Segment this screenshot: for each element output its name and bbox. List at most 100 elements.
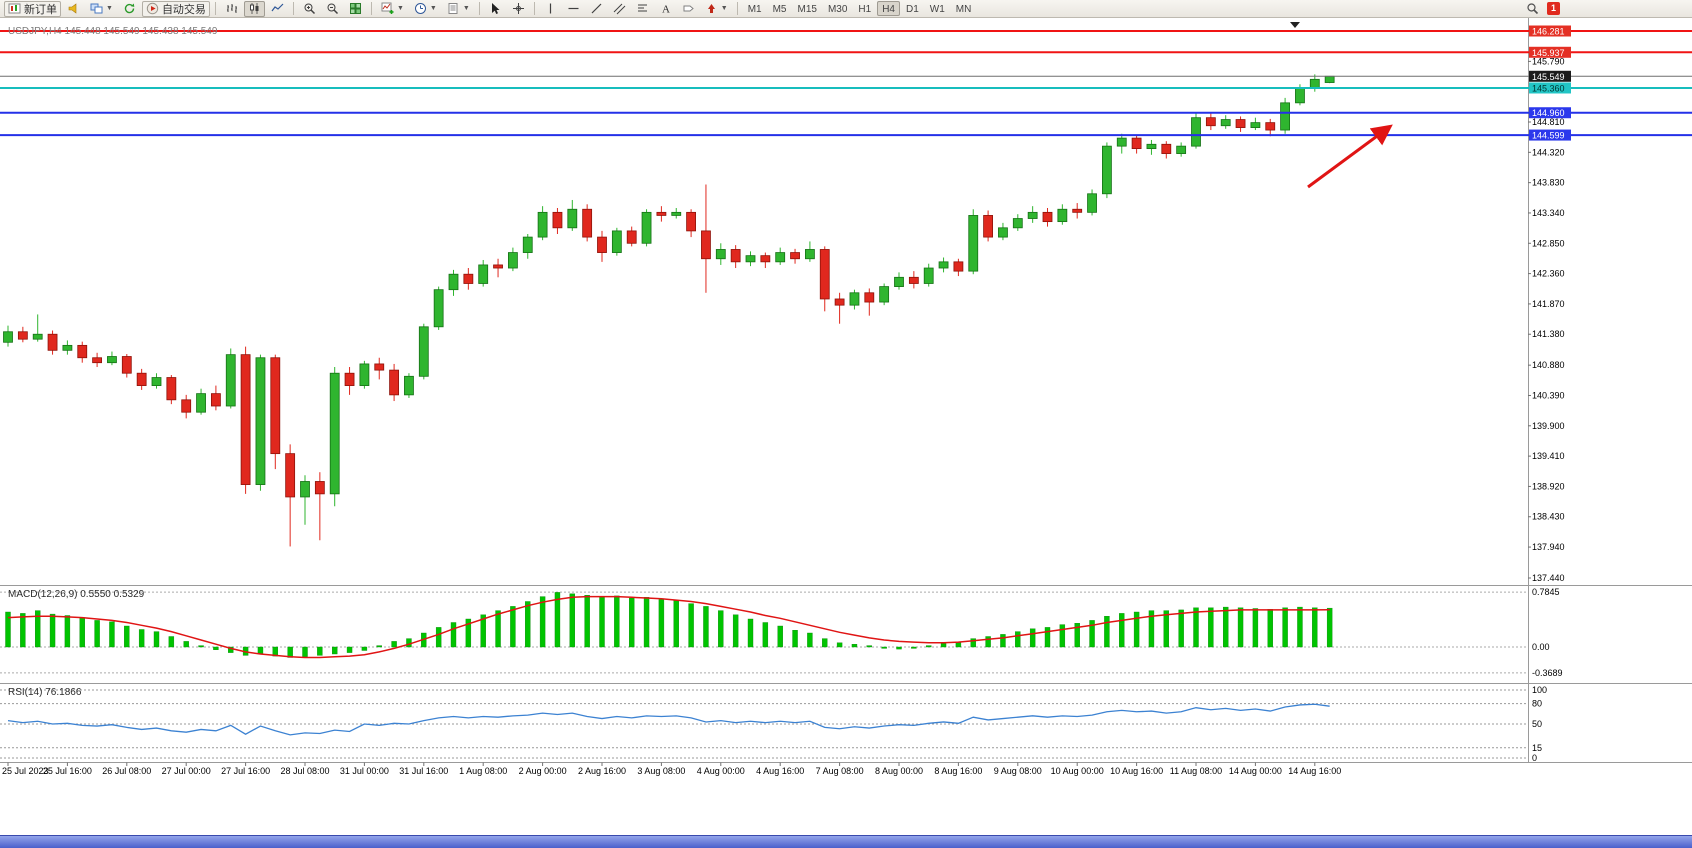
bar-chart-button[interactable] xyxy=(221,1,242,17)
indicators-icon xyxy=(381,2,394,14)
time-axis-label: 10 Aug 00:00 xyxy=(1051,766,1104,776)
candle-body xyxy=(181,399,192,413)
sound-button[interactable] xyxy=(63,1,84,17)
timeframe-button-m15[interactable]: M15 xyxy=(797,4,817,15)
candle-body xyxy=(894,276,904,287)
candle-body xyxy=(522,236,533,253)
timeframe-button-m1[interactable]: M1 xyxy=(747,4,762,15)
toolbar-right-group: 1 xyxy=(1526,2,1560,15)
tile-windows-icon xyxy=(349,3,361,14)
macd-bar xyxy=(49,613,56,648)
time-axis-label: 11 Aug 08:00 xyxy=(1170,766,1222,776)
price-axis-label: 145.790 xyxy=(1532,56,1565,66)
timeframe-button-mn[interactable]: MN xyxy=(955,4,972,15)
candle-body xyxy=(671,211,682,216)
macd-bar xyxy=(138,629,145,648)
macd-bar xyxy=(183,641,189,648)
macd-bar xyxy=(213,646,219,650)
new-chart-button[interactable]: ▼ xyxy=(86,1,117,17)
price-badge xyxy=(1529,107,1571,119)
macd-bar xyxy=(1163,610,1170,648)
candle-body xyxy=(998,227,1008,238)
candle-body xyxy=(389,369,400,396)
notification-badge[interactable]: 1 xyxy=(1547,2,1560,15)
macd-bar xyxy=(361,646,368,651)
timeframe-button-w1[interactable]: W1 xyxy=(929,4,945,15)
candle-body xyxy=(1057,208,1068,223)
timeframe-button-m30[interactable]: M30 xyxy=(827,4,848,15)
candle-body xyxy=(17,331,28,340)
line-chart-button[interactable] xyxy=(267,1,288,17)
crosshair-icon xyxy=(512,3,524,14)
time-axis-label: 2 Aug 00:00 xyxy=(519,766,567,776)
macd-bar xyxy=(228,646,234,653)
candle-body xyxy=(77,344,88,359)
macd-bar xyxy=(332,646,338,655)
tile-windows-button[interactable] xyxy=(345,1,366,17)
cursor-tool-button[interactable] xyxy=(485,1,506,17)
candle-body xyxy=(255,357,266,485)
text-tool-button[interactable]: A xyxy=(655,1,676,17)
candle-body xyxy=(923,267,934,284)
macd-bar xyxy=(1133,611,1140,648)
horizontal-line-tool-button[interactable] xyxy=(563,1,584,17)
macd-bar xyxy=(747,618,754,648)
trendline-tool-button[interactable] xyxy=(586,1,607,17)
candle-body xyxy=(240,354,251,485)
candle-body xyxy=(225,354,236,407)
candle-body xyxy=(760,255,771,263)
new-order-button[interactable]: 新订单 xyxy=(4,0,61,17)
candle-body xyxy=(983,215,993,238)
candlestick-chart-icon xyxy=(249,3,259,14)
periods-button[interactable]: ▼ xyxy=(410,1,441,17)
time-axis-label: 14 Aug 00:00 xyxy=(1229,766,1282,776)
candlestick-chart-button[interactable] xyxy=(243,0,265,17)
macd-bar xyxy=(836,642,843,648)
macd-bar xyxy=(1326,607,1333,648)
candle-body xyxy=(775,252,786,263)
arrows-tool-button[interactable]: ▼ xyxy=(701,1,732,17)
candle-body xyxy=(656,211,667,216)
macd-bar xyxy=(480,614,486,648)
horizontal-scrollbar[interactable] xyxy=(0,835,1692,848)
auto-trading-button[interactable]: 自动交易 xyxy=(141,0,210,17)
templates-button[interactable]: ▼ xyxy=(443,1,474,17)
price-axis-label: 144.320 xyxy=(1532,147,1565,157)
macd-bar xyxy=(153,631,160,648)
chart-area[interactable]: 146.281 145.937 145.549 145.360 144.960 144.5… xyxy=(0,18,1692,835)
macd-bar xyxy=(792,630,798,648)
candle-body xyxy=(166,377,177,401)
zoom-out-icon xyxy=(327,3,338,15)
zoom-in-button[interactable] xyxy=(299,1,320,17)
price-axis-label: 141.870 xyxy=(1532,299,1565,309)
refresh-button[interactable] xyxy=(119,1,140,17)
search-icon[interactable] xyxy=(1526,2,1539,15)
time-axis-label: 9 Aug 08:00 xyxy=(994,766,1042,776)
channel-tool-button[interactable] xyxy=(609,1,630,17)
toolbar-separator xyxy=(370,2,372,15)
price-badge-label: 145.549 xyxy=(1532,72,1565,82)
zoom-out-button[interactable] xyxy=(322,1,343,17)
candle-body xyxy=(463,273,474,284)
label-tool-button[interactable] xyxy=(678,1,699,17)
macd-bar xyxy=(1208,607,1214,648)
candle-body xyxy=(1012,218,1023,229)
macd-axis-label: -0.3689 xyxy=(1532,668,1563,678)
timeframe-button-h1[interactable]: H1 xyxy=(858,4,872,15)
timeframe-button-d1[interactable]: D1 xyxy=(906,4,919,15)
price-axis-label: 138.430 xyxy=(1532,512,1565,522)
vertical-line-tool-button[interactable] xyxy=(540,1,561,17)
crosshair-tool-button[interactable] xyxy=(508,1,529,17)
timeframe-button-m5[interactable]: M5 xyxy=(772,4,787,15)
timeframe-button-h4[interactable]: H4 xyxy=(877,1,900,16)
candle-body xyxy=(1161,143,1172,154)
trend-arrow-annotation[interactable] xyxy=(1307,124,1393,189)
indicators-button[interactable]: ▼ xyxy=(377,1,408,17)
macd-bar xyxy=(732,614,739,648)
macd-bar xyxy=(1297,606,1303,648)
fibonacci-tool-button[interactable] xyxy=(632,1,653,17)
macd-bar xyxy=(198,645,204,648)
candle-body xyxy=(1087,193,1097,213)
